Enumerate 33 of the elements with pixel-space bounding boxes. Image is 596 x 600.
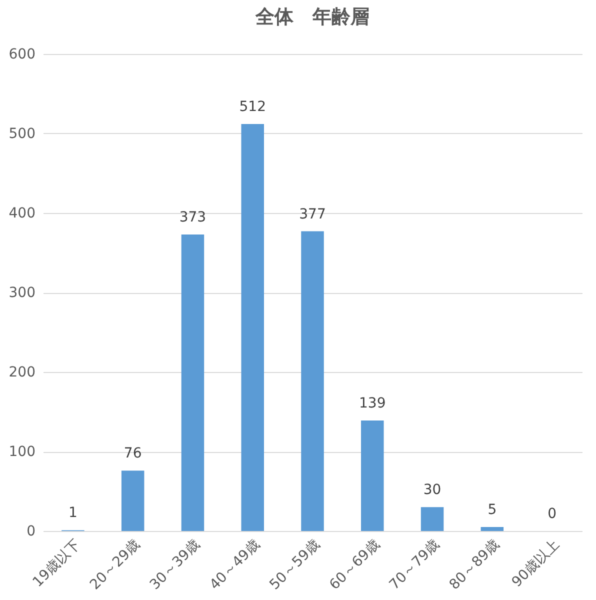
y-tick-label: 0 (26, 524, 36, 540)
x-tick-label: 70～79歳 (386, 536, 443, 594)
bar (241, 124, 264, 531)
data-label: 139 (359, 395, 386, 412)
bar (301, 231, 324, 531)
data-label: 0 (548, 506, 557, 522)
bar (480, 527, 504, 531)
data-label: 30 (423, 482, 442, 498)
x-tick-label: 20～29歳 (87, 536, 144, 594)
y-tick-label: 300 (8, 285, 36, 301)
chart-title: 全体 年齢層 (254, 6, 370, 28)
data-label: 5 (488, 502, 497, 518)
y-tick-label: 100 (8, 444, 36, 460)
data-label: 1 (68, 505, 78, 522)
x-tick-label: 60～69歳 (326, 536, 383, 594)
data-label: 76 (124, 446, 142, 462)
x-tick-label: 90歳以上 (509, 536, 563, 590)
bar (361, 420, 384, 531)
x-tick-label: 40～49歳 (206, 536, 264, 594)
x-tick-label: 80～89歳 (446, 536, 503, 594)
data-label: 373 (179, 209, 206, 226)
x-tick-label: 50～59歳 (266, 536, 324, 594)
bar (420, 507, 444, 531)
bar (121, 470, 144, 531)
y-tick-label: 400 (8, 206, 36, 222)
y-tick-label: 500 (8, 126, 36, 142)
data-label: 512 (239, 98, 266, 115)
data-label: 377 (299, 206, 326, 222)
bar (181, 234, 204, 531)
x-tick-label: 30～39歳 (147, 536, 204, 594)
y-tick-label: 600 (8, 46, 36, 62)
y-tick-label: 200 (8, 364, 36, 380)
x-tick-label: 19歳以下 (30, 536, 84, 590)
